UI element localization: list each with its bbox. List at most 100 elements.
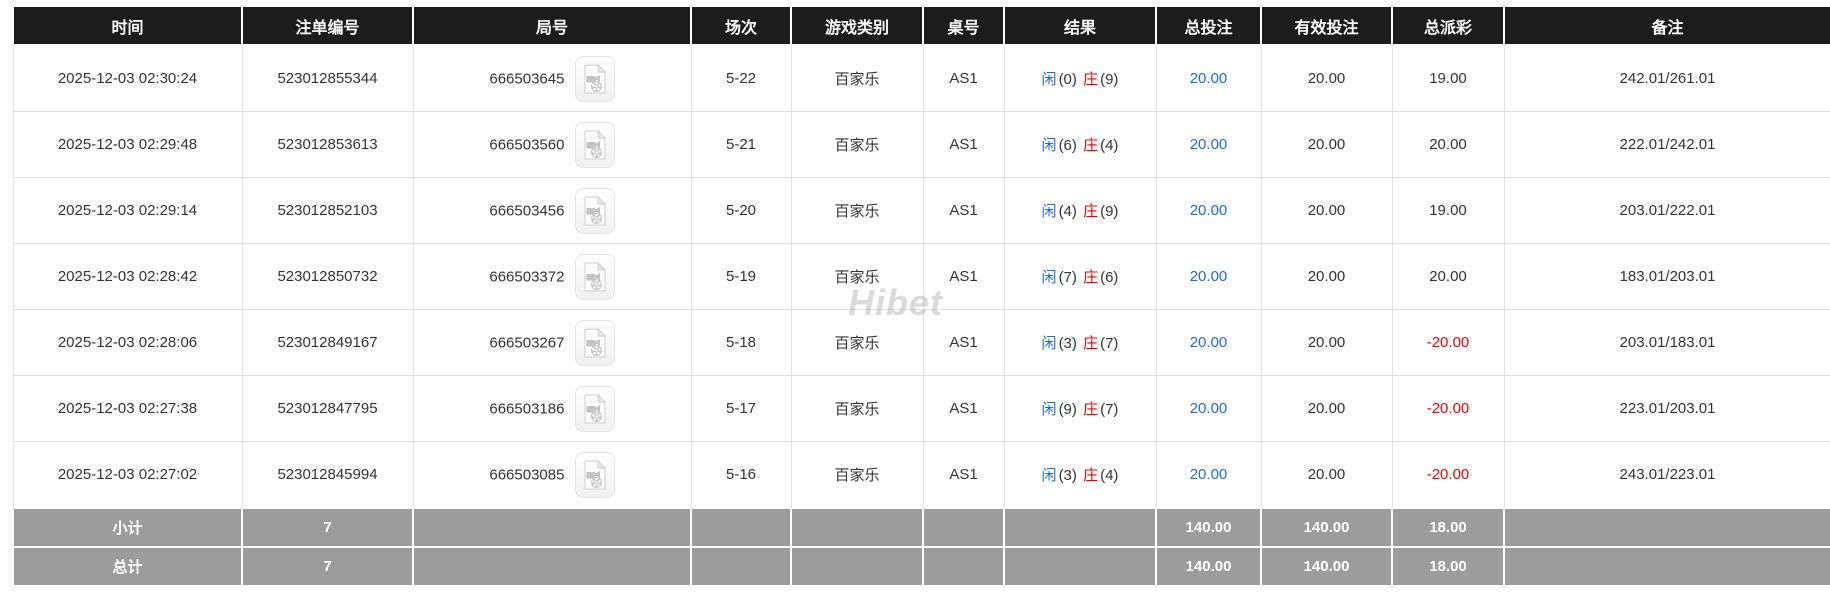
video-file-icon xyxy=(584,459,606,489)
player-score: (9) xyxy=(1058,401,1077,418)
total-payout-cell: 19.00 xyxy=(1391,177,1505,244)
column-header-valid-bet: 有效投注 xyxy=(1260,5,1393,46)
bet-no-cell: 523012845994 xyxy=(241,441,414,509)
player-label: 闲 xyxy=(1041,137,1057,154)
total-bet-cell: 20.00 xyxy=(1155,309,1262,376)
banker-score: (4) xyxy=(1100,467,1119,484)
total-row: 总计 7 140.00 140.00 18.00 xyxy=(12,546,1830,587)
table-footer: 小计 7 140.00 140.00 18.00 总计 7 140.00 140.00 18.00 xyxy=(12,507,1830,587)
header-row: 时间 注单编号 局号 场次 游戏类别 桌号 结果 总投注 有效投注 总派彩 备注 xyxy=(12,5,1830,46)
round-no: 666503645 xyxy=(489,70,565,87)
subtotal-empty-cell xyxy=(922,507,1005,548)
table-row: 2025-12-03 02:30:24 523012855344 666503645… xyxy=(12,44,1830,112)
total-empty-cell xyxy=(1003,546,1157,587)
column-header-game-type: 游戏类别 xyxy=(790,5,924,46)
remark-cell: 242.01/261.01 xyxy=(1503,44,1830,112)
bet-no-cell: 523012852103 xyxy=(241,177,414,244)
time-cell: 2025-12-03 02:30:24 xyxy=(12,44,243,112)
subtotal-row: 小计 7 140.00 140.00 18.00 xyxy=(12,507,1830,548)
valid-bet-cell: 20.00 xyxy=(1260,44,1393,112)
result-cell: 闲 (9) 庄 (7) xyxy=(1003,375,1157,442)
video-replay-button[interactable] xyxy=(574,121,615,168)
video-file-icon xyxy=(584,129,606,159)
total-payout-cell: 20.00 xyxy=(1391,111,1505,178)
column-header-session: 场次 xyxy=(690,5,792,46)
valid-bet-cell: 20.00 xyxy=(1260,243,1393,310)
video-replay-button[interactable] xyxy=(574,385,615,432)
remark-cell: 243.01/223.01 xyxy=(1503,441,1830,509)
column-header-total-payout: 总派彩 xyxy=(1391,5,1505,46)
column-header-table-no: 桌号 xyxy=(922,5,1005,46)
total-count-cell: 7 xyxy=(241,546,414,587)
subtotal-payout-cell: 18.00 xyxy=(1391,507,1505,548)
video-replay-button[interactable] xyxy=(574,187,615,234)
video-replay-button[interactable] xyxy=(574,451,615,498)
table-no-cell: AS1 xyxy=(922,177,1005,244)
subtotal-total-bet-cell: 140.00 xyxy=(1155,507,1262,548)
valid-bet-cell: 20.00 xyxy=(1260,177,1393,244)
total-valid-bet-cell: 140.00 xyxy=(1260,546,1393,587)
result-cell: 闲 (0) 庄 (9) xyxy=(1003,44,1157,112)
player-label: 闲 xyxy=(1041,203,1057,220)
time-cell: 2025-12-03 02:28:06 xyxy=(12,309,243,376)
time-cell: 2025-12-03 02:29:48 xyxy=(12,111,243,178)
bet-records-table: 时间 注单编号 局号 场次 游戏类别 桌号 结果 总投注 有效投注 总派彩 备注 2025-12-0… xyxy=(12,5,1830,587)
player-label: 闲 xyxy=(1041,467,1057,484)
remark-cell: 222.01/242.01 xyxy=(1503,111,1830,178)
round-no: 666503372 xyxy=(489,268,565,285)
result-cell: 闲 (3) 庄 (4) xyxy=(1003,441,1157,509)
banker-score: (9) xyxy=(1100,71,1119,88)
banker-label: 庄 xyxy=(1083,203,1099,220)
video-file-icon xyxy=(584,261,606,291)
video-replay-button[interactable] xyxy=(574,55,615,102)
session-cell: 5-21 xyxy=(690,111,792,178)
table-no-cell: AS1 xyxy=(922,309,1005,376)
round-no: 666503186 xyxy=(489,400,565,417)
total-bet-cell: 20.00 xyxy=(1155,243,1262,310)
valid-bet-cell: 20.00 xyxy=(1260,111,1393,178)
round-no: 666503085 xyxy=(489,466,565,483)
round-no: 666503456 xyxy=(489,202,565,219)
round-no-cell: 666503267 xyxy=(412,309,692,376)
result-cell: 闲 (6) 庄 (4) xyxy=(1003,111,1157,178)
table-row: 2025-12-03 02:29:14 523012852103 666503456… xyxy=(12,177,1830,244)
session-cell: 5-22 xyxy=(690,44,792,112)
total-label-cell: 总计 xyxy=(12,546,243,587)
banker-score: (7) xyxy=(1100,401,1119,418)
table-no-cell: AS1 xyxy=(922,375,1005,442)
table-no-cell: AS1 xyxy=(922,111,1005,178)
player-label: 闲 xyxy=(1041,71,1057,88)
video-file-icon xyxy=(584,63,606,93)
session-cell: 5-16 xyxy=(690,441,792,509)
valid-bet-cell: 20.00 xyxy=(1260,375,1393,442)
table-row: 2025-12-03 02:29:48 523012853613 666503560… xyxy=(12,111,1830,178)
table-body: 2025-12-03 02:30:24 523012855344 666503645… xyxy=(12,44,1830,509)
session-cell: 5-17 xyxy=(690,375,792,442)
player-score: (3) xyxy=(1058,467,1077,484)
table-header: 时间 注单编号 局号 场次 游戏类别 桌号 结果 总投注 有效投注 总派彩 备注 xyxy=(12,5,1830,46)
time-cell: 2025-12-03 02:29:14 xyxy=(12,177,243,244)
time-cell: 2025-12-03 02:28:42 xyxy=(12,243,243,310)
round-no-cell: 666503645 xyxy=(412,44,692,112)
remark-cell: 183.01/203.01 xyxy=(1503,243,1830,310)
banker-label: 庄 xyxy=(1083,71,1099,88)
total-empty-cell xyxy=(412,546,692,587)
banker-label: 庄 xyxy=(1083,137,1099,154)
column-header-total-bet: 总投注 xyxy=(1155,5,1262,46)
video-replay-button[interactable] xyxy=(574,253,615,300)
remark-cell: 223.01/203.01 xyxy=(1503,375,1830,442)
player-label: 闲 xyxy=(1041,401,1057,418)
total-payout-cell: -20.00 xyxy=(1391,309,1505,376)
valid-bet-cell: 20.00 xyxy=(1260,441,1393,509)
total-total-bet-cell: 140.00 xyxy=(1155,546,1262,587)
total-payout-cell: 18.00 xyxy=(1391,546,1505,587)
total-payout-cell: 19.00 xyxy=(1391,44,1505,112)
video-replay-button[interactable] xyxy=(574,319,615,366)
player-score: (7) xyxy=(1058,269,1077,286)
banker-label: 庄 xyxy=(1083,401,1099,418)
round-no-cell: 666503456 xyxy=(412,177,692,244)
round-no: 666503267 xyxy=(489,334,565,351)
round-no-cell: 666503560 xyxy=(412,111,692,178)
bet-no-cell: 523012850732 xyxy=(241,243,414,310)
